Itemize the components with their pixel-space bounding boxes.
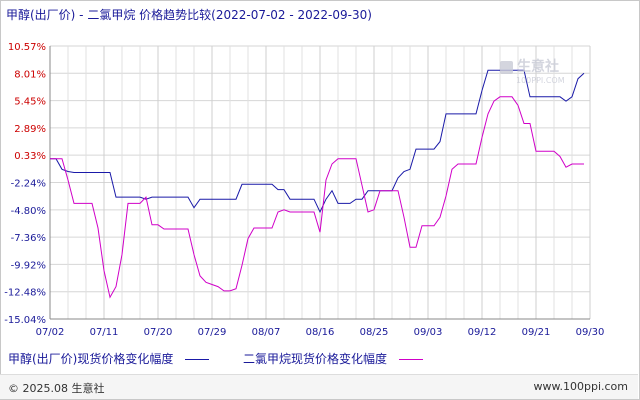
x-tick-label: 09/30: [576, 327, 605, 338]
y-tick-label: 10.57%: [8, 42, 46, 53]
y-tick-label: -2.24%: [11, 179, 46, 190]
legend-item-dcm: 二氯甲烷现货价格变化幅度: [243, 350, 423, 367]
watermark: 生意社 100PPI.COM: [500, 56, 565, 85]
chart-legend: 甲醇(出厂价)现货价格变化幅度 二氯甲烷现货价格变化幅度: [8, 350, 453, 367]
x-tick-label: 09/21: [522, 327, 551, 338]
series-line-methanol: [50, 69, 585, 214]
chart-axes: [49, 46, 590, 320]
y-tick-label: 5.45%: [14, 97, 46, 108]
y-tick-label: -7.36%: [11, 233, 46, 244]
series-line-dichloromethane: [50, 96, 584, 299]
x-tick-label: 07/29: [198, 327, 227, 338]
legend-label-dcm: 二氯甲烷现货价格变化幅度: [243, 352, 388, 366]
y-tick-label: 8.01%: [14, 69, 46, 80]
legend-swatch-dcm: [398, 359, 423, 360]
series-lines: [50, 69, 585, 299]
legend-label-methanol: 甲醇(出厂价)现货价格变化幅度: [8, 352, 174, 366]
x-tick-label: 07/02: [36, 327, 65, 338]
x-tick-label: 09/12: [468, 327, 497, 338]
legend-item-methanol: 甲醇(出厂价)现货价格变化幅度: [8, 350, 210, 367]
x-tick-label: 08/25: [360, 327, 389, 338]
x-tick-label: 07/20: [144, 327, 173, 338]
y-tick-label: 0.33%: [14, 151, 46, 162]
x-tick-label: 09/03: [414, 327, 443, 338]
x-tick-labels: 07/02 07/11 07/20 07/29 08/07 08/16 08/25 09/03…: [36, 327, 605, 338]
watermark-url: 100PPI.COM: [516, 76, 565, 85]
y-tick-labels: 10.57% 8.01% 5.45% 2.89% 0.33% -2.24% -4.80% -7…: [4, 42, 46, 326]
chart-grid: [49, 45, 591, 320]
y-tick-label: -9.92%: [11, 260, 46, 271]
watermark-logo-icon: [500, 60, 513, 74]
y-tick-label: -4.80%: [11, 206, 46, 217]
y-tick-label: -12.48%: [4, 288, 46, 299]
watermark-brand: 生意社: [517, 59, 559, 75]
x-tick-label: 07/11: [90, 327, 119, 338]
y-tick-label: 2.89%: [14, 124, 46, 135]
chart-title: 甲醇(出厂价) - 二氯甲烷 价格趋势比较(2022-07-02 - 2022-…: [6, 8, 372, 22]
footer-link[interactable]: www.100ppi.com: [533, 380, 628, 393]
footer-bar: © 2025.08 生意社 www.100ppi.com: [0, 374, 638, 399]
footer-copyright: © 2025.08 生意社: [8, 382, 105, 395]
y-tick-label: -15.04%: [4, 315, 46, 326]
x-tick-label: 08/16: [306, 327, 335, 338]
legend-swatch-methanol: [185, 359, 210, 360]
x-tick-label: 08/07: [252, 327, 281, 338]
